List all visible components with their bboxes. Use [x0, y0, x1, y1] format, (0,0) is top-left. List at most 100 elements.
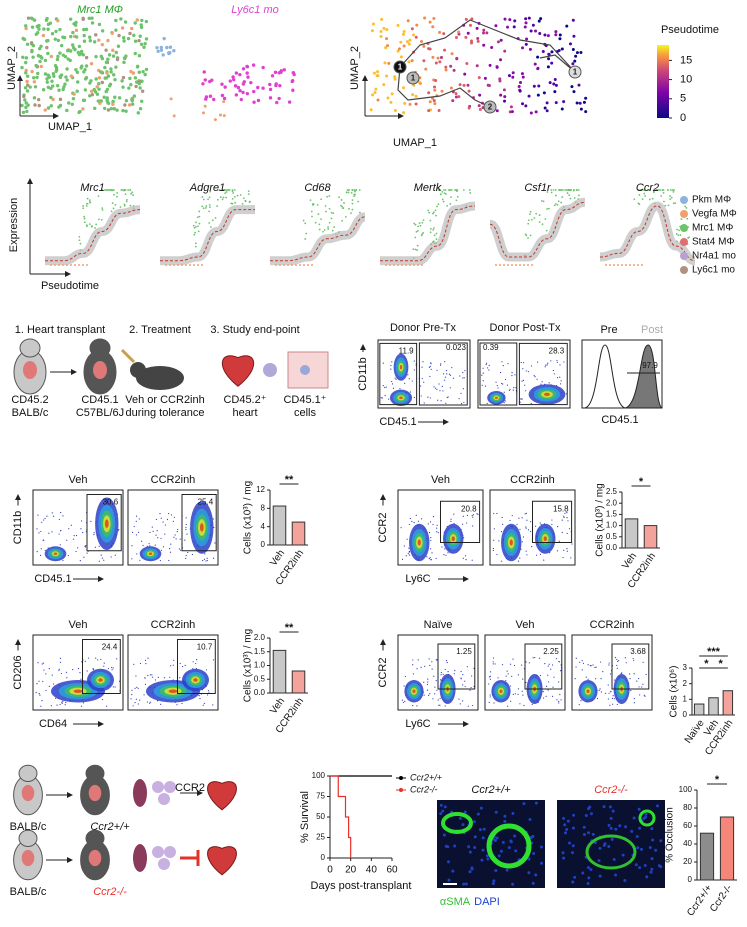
event [454, 670, 456, 672]
event [101, 698, 104, 701]
event [519, 557, 521, 559]
density [494, 396, 498, 399]
umap-dot [279, 69, 283, 73]
expression-dot [121, 189, 124, 191]
umap-dot [268, 96, 273, 100]
nucleus [609, 826, 613, 830]
histogram-pre [584, 344, 626, 409]
event [112, 667, 114, 669]
pseudotime-dot [465, 62, 469, 66]
trend-line [269, 216, 366, 262]
pseudotime-dot [401, 32, 405, 36]
umap-dot [30, 25, 35, 29]
expression-dot [435, 238, 438, 241]
x-tick-label: 20 [345, 865, 357, 876]
pseudotime-dot [403, 101, 407, 105]
event [80, 678, 82, 680]
flow-title: Naïve [424, 619, 453, 631]
colorbar-tick-label: 0 [680, 112, 686, 124]
umap-dot [47, 75, 52, 79]
umap-dot [127, 103, 132, 107]
organ [93, 361, 107, 379]
event [612, 703, 614, 705]
event [547, 674, 549, 676]
umap-dot [100, 80, 104, 85]
umap-dot [159, 45, 164, 50]
umap-dot [144, 19, 149, 24]
y-axis-label: Cells (x10³) / mg [595, 483, 606, 556]
event [600, 691, 602, 693]
legend-marker [680, 224, 688, 232]
umap-dot [122, 60, 126, 65]
pseudotime-dot [558, 33, 562, 37]
event [155, 534, 157, 536]
event [442, 390, 444, 392]
event [41, 521, 43, 523]
umap-dot [144, 37, 149, 41]
event [88, 657, 90, 659]
expression-dot [353, 195, 355, 198]
event [520, 361, 522, 364]
legend-label: Nr4a1 mo [692, 251, 736, 262]
cluster-label: Mrc1 MΦ [77, 4, 123, 16]
event [100, 658, 102, 661]
umap-dot [76, 80, 80, 84]
event [520, 398, 522, 400]
event [391, 383, 394, 385]
expression-dot [657, 189, 660, 191]
event [559, 693, 561, 696]
umap-dot [134, 84, 138, 89]
pseudotime-dot [547, 57, 551, 61]
pseudotime-dot [376, 70, 380, 74]
umap-dot [126, 36, 131, 41]
gate-value: 28.3 [549, 347, 565, 356]
expression-dot [342, 207, 344, 210]
event [401, 699, 403, 701]
expression-dot [348, 207, 350, 210]
umap-dot [89, 61, 94, 66]
expression-dot [438, 189, 441, 191]
event [44, 517, 46, 520]
pseudotime-dot [457, 95, 461, 99]
umap-dot [46, 22, 51, 27]
pseudotime-dot [428, 20, 432, 24]
event [131, 545, 133, 547]
umap-dot [32, 18, 37, 22]
event [609, 704, 611, 706]
event [58, 669, 60, 672]
expression-dot [429, 227, 432, 230]
pseudotime-dot [402, 86, 406, 90]
event [608, 664, 610, 666]
event [417, 659, 419, 661]
event [489, 671, 492, 673]
event [48, 532, 50, 534]
event [423, 694, 425, 696]
pseudotime-dot [562, 100, 566, 104]
pseudotime-dot [433, 85, 437, 89]
y-tick-label: 2 [683, 679, 688, 688]
event [40, 705, 42, 707]
gate [177, 639, 216, 694]
event [616, 658, 618, 661]
event [587, 678, 589, 680]
event [168, 548, 171, 550]
expression-dot [429, 219, 432, 222]
event [506, 670, 508, 672]
event [616, 664, 618, 667]
expression-dot [351, 199, 354, 201]
expression-dot [85, 202, 88, 205]
umap-dot [35, 75, 39, 79]
monocyte [164, 846, 176, 858]
umap-dot [58, 97, 63, 102]
expression-dot [105, 189, 108, 191]
stain-label: αSMA [440, 896, 471, 908]
umap-dot [112, 73, 116, 77]
gene-title: Cd68 [304, 182, 331, 194]
umap-dot [233, 84, 238, 88]
umap-dot [43, 108, 47, 112]
event [185, 528, 187, 531]
umap-dot [139, 25, 144, 30]
nucleus [499, 849, 503, 853]
trend-line [599, 205, 696, 262]
umap-dot [231, 75, 235, 79]
